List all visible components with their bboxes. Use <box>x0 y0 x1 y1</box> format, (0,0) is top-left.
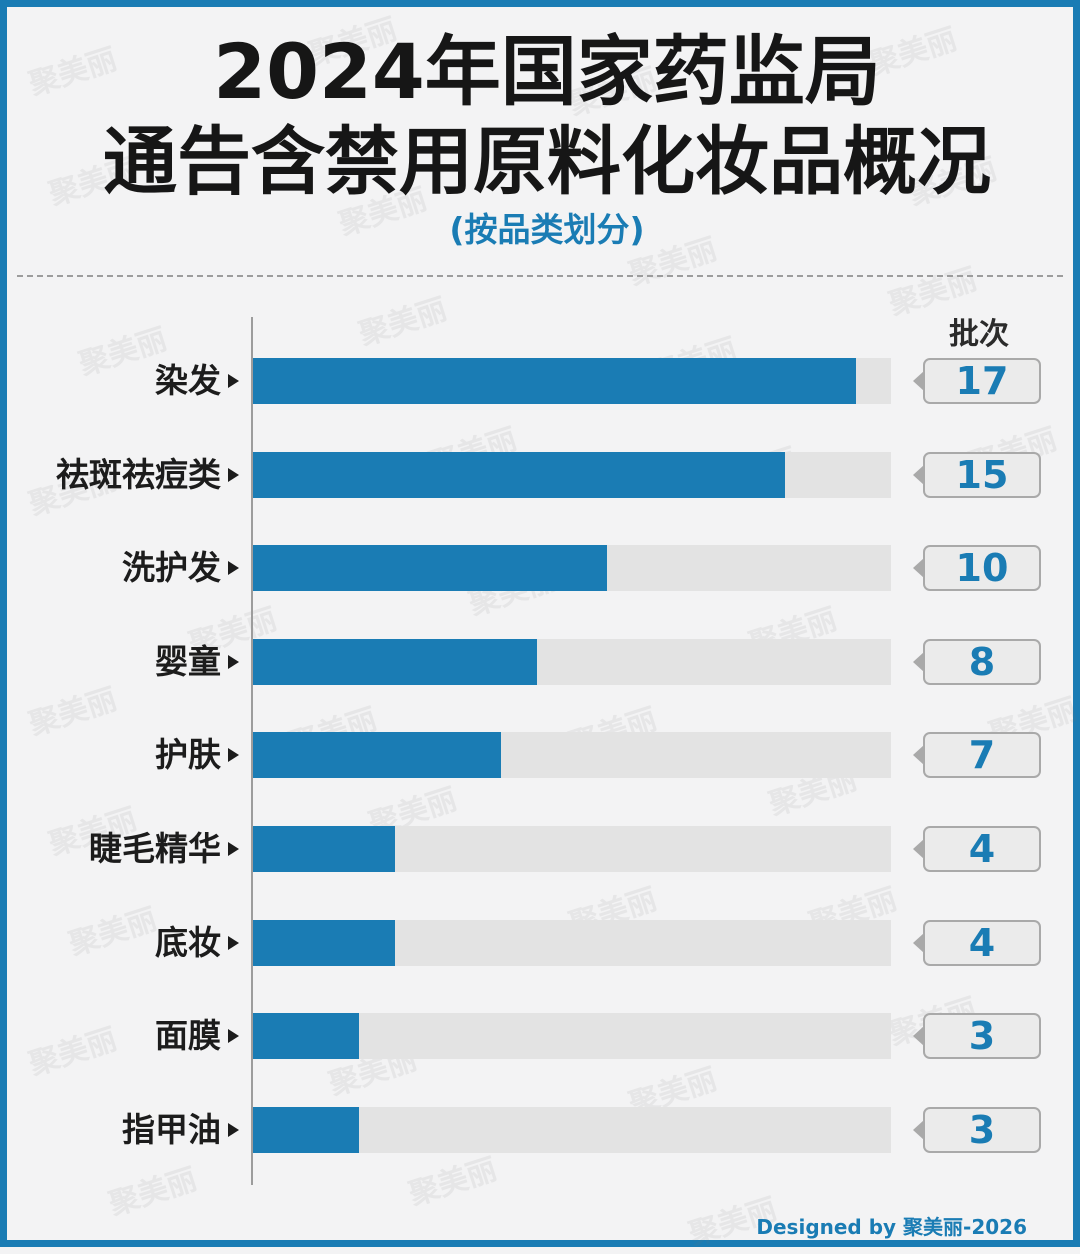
callout-pointer-icon <box>913 839 924 859</box>
callout-pointer-icon <box>913 745 924 765</box>
data-label: 15 <box>923 452 1041 498</box>
data-label: 3 <box>923 1013 1041 1059</box>
bar-track <box>253 732 891 778</box>
category-label: 染发 <box>155 361 221 400</box>
category-label: 指甲油 <box>122 1110 221 1149</box>
bar-row: 洗护发 10 <box>7 545 1080 591</box>
triangle-right-icon <box>228 468 239 482</box>
triangle-right-icon <box>228 1123 239 1137</box>
bar-row: 睫毛精华 4 <box>7 826 1080 872</box>
category-label: 婴童 <box>155 642 221 681</box>
bar <box>253 358 856 404</box>
triangle-right-icon <box>228 842 239 856</box>
watermark: 聚美丽 <box>354 291 452 353</box>
category-label: 护肤 <box>155 735 221 774</box>
bar <box>253 732 501 778</box>
dashed-divider <box>17 275 1063 277</box>
bar <box>253 826 395 872</box>
watermark: 聚美丽 <box>404 1151 502 1213</box>
triangle-right-icon <box>228 561 239 575</box>
chart-subtitle: (按品类划分) <box>449 210 645 249</box>
callout-pointer-icon <box>913 933 924 953</box>
bar <box>253 639 537 685</box>
category-axis-line <box>251 317 253 1185</box>
bar-track <box>253 545 891 591</box>
data-label: 17 <box>923 358 1041 404</box>
data-label: 8 <box>923 639 1041 685</box>
bar <box>253 452 785 498</box>
designer-credit: Designed by 聚美丽-2026 <box>756 1215 1027 1239</box>
watermark: 聚美丽 <box>104 1161 202 1223</box>
callout-pointer-icon <box>913 371 924 391</box>
bar-row: 婴童 8 <box>7 639 1080 685</box>
callout-pointer-icon <box>913 1120 924 1140</box>
category-label: 面膜 <box>155 1016 221 1055</box>
data-label: 4 <box>923 920 1041 966</box>
callout-pointer-icon <box>913 558 924 578</box>
category-label: 睫毛精华 <box>89 829 221 868</box>
bar-row: 祛斑祛痘类 15 <box>7 452 1080 498</box>
callout-pointer-icon <box>913 465 924 485</box>
chart-title-line1: 2024年国家药监局 <box>213 27 881 116</box>
value-column-header: 批次 <box>949 317 1009 352</box>
bar-track <box>253 1013 891 1059</box>
bar-row: 面膜 3 <box>7 1013 1080 1059</box>
triangle-right-icon <box>228 936 239 950</box>
bar-track <box>253 639 891 685</box>
data-label: 10 <box>923 545 1041 591</box>
bar-row: 指甲油 3 <box>7 1107 1080 1153</box>
bar <box>253 1013 359 1059</box>
bar-row: 护肤 7 <box>7 732 1080 778</box>
bar <box>253 1107 359 1153</box>
bar <box>253 545 607 591</box>
data-label: 7 <box>923 732 1041 778</box>
chart-title-line2: 通告含禁用原料化妆品概况 <box>103 119 991 205</box>
callout-pointer-icon <box>913 652 924 672</box>
triangle-right-icon <box>228 1029 239 1043</box>
callout-pointer-icon <box>913 1026 924 1046</box>
bar <box>253 920 395 966</box>
triangle-right-icon <box>228 748 239 762</box>
category-label: 洗护发 <box>122 548 221 587</box>
bar-row: 染发 17 <box>7 358 1080 404</box>
category-label: 底妆 <box>155 923 221 962</box>
category-label: 祛斑祛痘类 <box>56 455 221 494</box>
bar-track <box>253 358 891 404</box>
data-label: 3 <box>923 1107 1041 1153</box>
triangle-right-icon <box>228 374 239 388</box>
bar-track <box>253 826 891 872</box>
data-label: 4 <box>923 826 1041 872</box>
bar-row: 底妆 4 <box>7 920 1080 966</box>
triangle-right-icon <box>228 655 239 669</box>
bar-track <box>253 452 891 498</box>
bar-track <box>253 1107 891 1153</box>
bar-track <box>253 920 891 966</box>
